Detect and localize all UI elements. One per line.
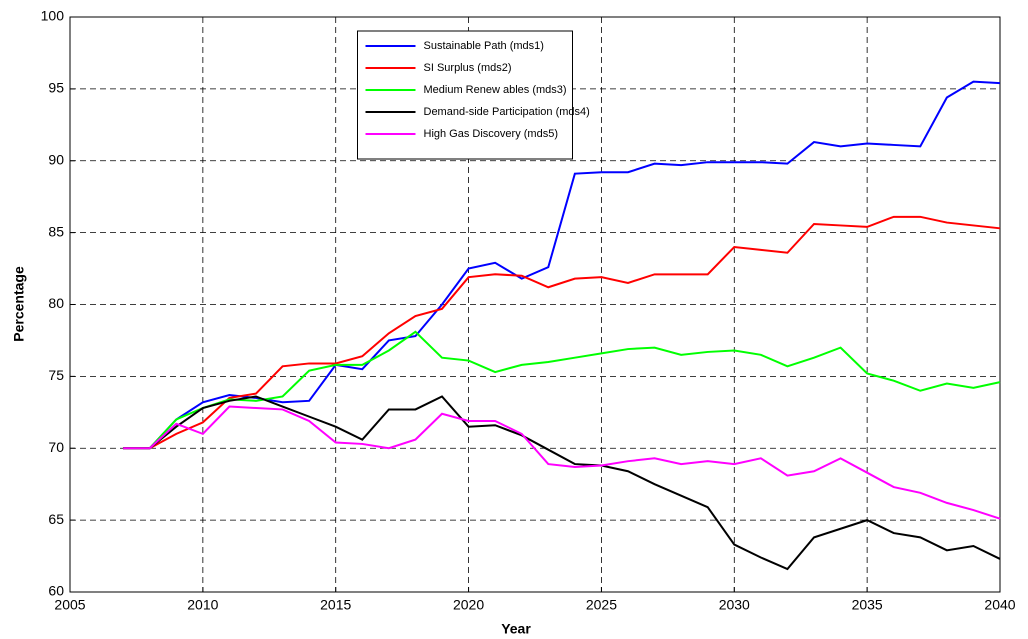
data-line [123,215,1001,450]
x-tick-label: 2010 [187,597,218,613]
plot-frame [69,16,1001,593]
x-tick-label: 2025 [586,597,617,613]
x-axis-label: Year [501,621,531,637]
y-axis-label: Percentage [11,266,27,342]
legend-label: High Gas Discovery (mds5) [424,128,558,140]
y-tick-label: 65 [48,511,64,527]
legend-label: Sustainable Path (mds1) [424,40,544,52]
y-tick-label: 70 [48,439,64,455]
legend-label: Demand-side Participation (mds4) [424,106,590,118]
data-line [123,405,1001,520]
legend-label: SI Surplus (mds2) [424,62,512,74]
y-tick-label: 100 [41,8,65,24]
data-line [123,395,1001,571]
x-tick-label: 2035 [852,597,883,613]
y-tick-label: 95 [48,80,64,96]
data-line [123,80,1001,450]
y-tick-label: 75 [48,367,64,383]
legend: Sustainable Path (mds1) SI Surplus (mds2)… [357,30,590,160]
legend-box [357,30,573,160]
x-tick-label: 2040 [984,597,1015,613]
x-tick-label: 2015 [320,597,351,613]
y-tick-label: 80 [48,295,64,311]
legend-label: Medium Renew ables (mds3) [424,84,567,96]
y-tick-label: 60 [48,583,64,599]
y-tick-label: 85 [48,223,64,239]
x-tick-label: 2030 [719,597,750,613]
data-line [123,330,1001,450]
x-tick-label: 2020 [453,597,484,613]
y-tick-label: 90 [48,151,64,167]
x-tick-label: 2005 [54,597,85,613]
